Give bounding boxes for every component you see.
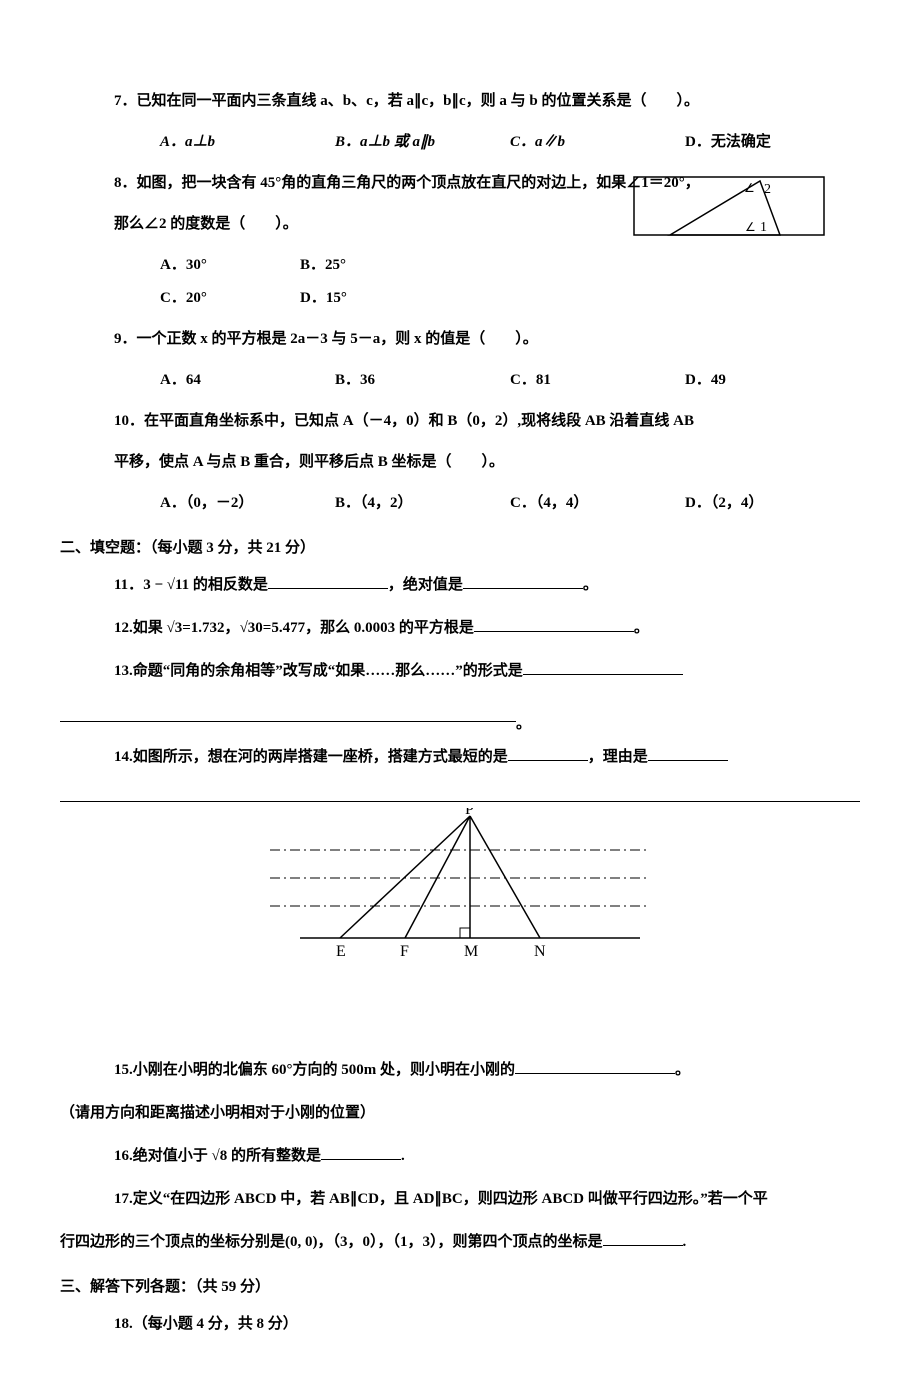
q7-opt-c: C．a∥b [510, 126, 685, 159]
q9-text: 9．一个正数 x 的平方根是 2a－3 与 5－a，则 x 的值是（ ）。 [114, 331, 538, 347]
q11-expr: 3 − √11 [143, 577, 189, 593]
svg-text:∠: ∠ [745, 220, 756, 234]
question-8: 8．如图，把一块含有 45°角的直角三角尺的两个顶点放在直尺的对边上，如果∠1＝… [60, 167, 860, 315]
section-2-title: 二、填空题：（每小题 3 分，共 21 分） [60, 532, 860, 565]
question-11: 11．3 − √11 的相反数是 ，绝对值是 。 [60, 569, 860, 602]
question-9: 9．一个正数 x 的平方根是 2a－3 与 5－a，则 x 的值是（ ）。 [60, 323, 860, 356]
question-10-l1: 10．在平面直角坐标系中，已知点 A（－4，0）和 B（0，2）,现将线段 AB… [60, 405, 860, 438]
q11-pre: 11． [114, 577, 143, 593]
q14-label-n: N [534, 943, 546, 960]
q17-l2-text: 行四边形的三个顶点的坐标分别是(0, 0)，（3，0），（1，3），则第四个顶点… [60, 1234, 603, 1250]
q8-label-2: 2 [764, 182, 771, 197]
q9-opt-d: D．49 [685, 364, 860, 397]
question-17-l2: 行四边形的三个顶点的坐标分别是(0, 0)，（3，0），（1，3），则第四个顶点… [60, 1226, 860, 1259]
question-13: 13.命题“同角的余角相等”改写成“如果……那么……”的形式是 [60, 655, 860, 688]
q16-pre: 16.绝对值小于 [114, 1148, 212, 1164]
q8-label-1: 1 [760, 220, 767, 235]
q14-mid: ，理由是 [588, 749, 648, 765]
q13-blank-inline [523, 660, 683, 675]
q14-label-f: F [400, 943, 409, 960]
q17-end: . [683, 1234, 687, 1250]
section-3-title: 三、解答下列各题：（共 59 分） [60, 1271, 860, 1304]
question-12: 12.如果 √3=1.732，√30=5.477，那么 0.0003 的平方根是… [60, 612, 860, 645]
q16-blank [321, 1145, 401, 1160]
q9-opt-c: C．81 [510, 364, 685, 397]
q14-blank-2 [648, 746, 728, 761]
q9-opt-a: A．64 [160, 364, 335, 397]
q12-eq2: =5.477，那么 0.0003 的平方根是 [263, 620, 474, 636]
q10-options: A．（0，－2） B．（4，2） C．（4，4） D．（2，4） [60, 487, 860, 520]
q12-blank [474, 617, 634, 632]
q10-opt-a: A．（0，－2） [160, 487, 335, 520]
q8-opt-d: D．15° [300, 282, 440, 315]
q7-options: A．a⊥b B．a⊥b 或 a∥b C．a∥b D．无法确定 [60, 126, 860, 159]
q14-long-blank [60, 784, 860, 802]
q11-blank-2 [463, 574, 583, 589]
q13-text: 13.命题“同角的余角相等”改写成“如果……那么……”的形式是 [114, 663, 523, 679]
q12-pre: 12.如果 [114, 620, 167, 636]
q8-opt-c: C．20° [160, 282, 300, 315]
q11-mid2: ，绝对值是 [388, 577, 463, 593]
q14-label-m: M [464, 943, 478, 960]
q14-figure: P E F M N [240, 808, 680, 968]
q7-opt-a: A．a⊥b [160, 126, 335, 159]
question-16: 16.绝对值小于 √8 的所有整数是. [60, 1140, 860, 1173]
q14-blank-1 [508, 746, 588, 761]
q13-end: 。 [516, 716, 531, 732]
q14-label-p: P [465, 808, 474, 818]
question-15: 15.小刚在小明的北偏东 60°方向的 500m 处，则小明在小刚的 。 [60, 1054, 860, 1087]
question-15-sub: （请用方向和距离描述小明相对于小刚的位置） [60, 1097, 860, 1130]
svg-text:∠: ∠ [744, 181, 755, 195]
q15-text: 15.小刚在小明的北偏东 60°方向的 500m 处，则小明在小刚的 [114, 1062, 515, 1078]
q16-end: . [401, 1148, 405, 1164]
q11-end: 。 [583, 577, 598, 593]
q7-opt-b: B．a⊥b 或 a∥b [335, 126, 510, 159]
q16-mid: 的所有整数是 [227, 1148, 321, 1164]
q9-options: A．64 B．36 C．81 D．49 [60, 364, 860, 397]
question-7: 7．已知在同一平面内三条直线 a、b、c，若 a∥c，b∥c，则 a 与 b 的… [60, 85, 860, 118]
q7-opt-d: D．无法确定 [685, 126, 860, 159]
q7-text: 7．已知在同一平面内三条直线 a、b、c，若 a∥c，b∥c，则 a 与 b 的… [114, 93, 699, 109]
q14-text: 14.如图所示，想在河的两岸搭建一座桥，搭建方式最短的是 [114, 749, 508, 765]
q11-mid: 的相反数是 [189, 577, 268, 593]
q8-options: A．30° B．25° C．20° D．15° [60, 249, 440, 315]
q16-expr: √8 [212, 1148, 228, 1164]
q8-figure: 2 1 ∠ ∠ [630, 171, 830, 269]
q12-e2: √30 [240, 620, 263, 636]
q15-blank [515, 1059, 675, 1074]
q12-end: 。 [634, 620, 649, 636]
q10-opt-d: D．（2，4） [685, 487, 860, 520]
question-18: 18.（每小题 4 分，共 8 分） [60, 1308, 860, 1341]
q9-opt-b: B．36 [335, 364, 510, 397]
q17-blank [603, 1231, 683, 1246]
q10-opt-b: B．（4，2） [335, 487, 510, 520]
q12-eq1: =1.732， [182, 620, 239, 636]
q8-opt-b: B．25° [300, 249, 440, 282]
q10-opt-c: C．（4，4） [510, 487, 685, 520]
q14-label-e: E [336, 943, 346, 960]
q11-blank-1 [268, 574, 388, 589]
question-10-l2: 平移，使点 A 与点 B 重合，则平移后点 B 坐标是（ ）。 [60, 446, 860, 479]
q15-end: 。 [675, 1062, 690, 1078]
q8-opt-a: A．30° [160, 249, 300, 282]
q12-e1: √3 [167, 620, 183, 636]
question-17-l1: 17.定义“在四边形 ABCD 中，若 AB∥CD，且 AD∥BC，则四边形 A… [60, 1183, 860, 1216]
q13-long-blank [60, 704, 516, 722]
question-14: 14.如图所示，想在河的两岸搭建一座桥，搭建方式最短的是 ，理由是 [60, 741, 860, 774]
